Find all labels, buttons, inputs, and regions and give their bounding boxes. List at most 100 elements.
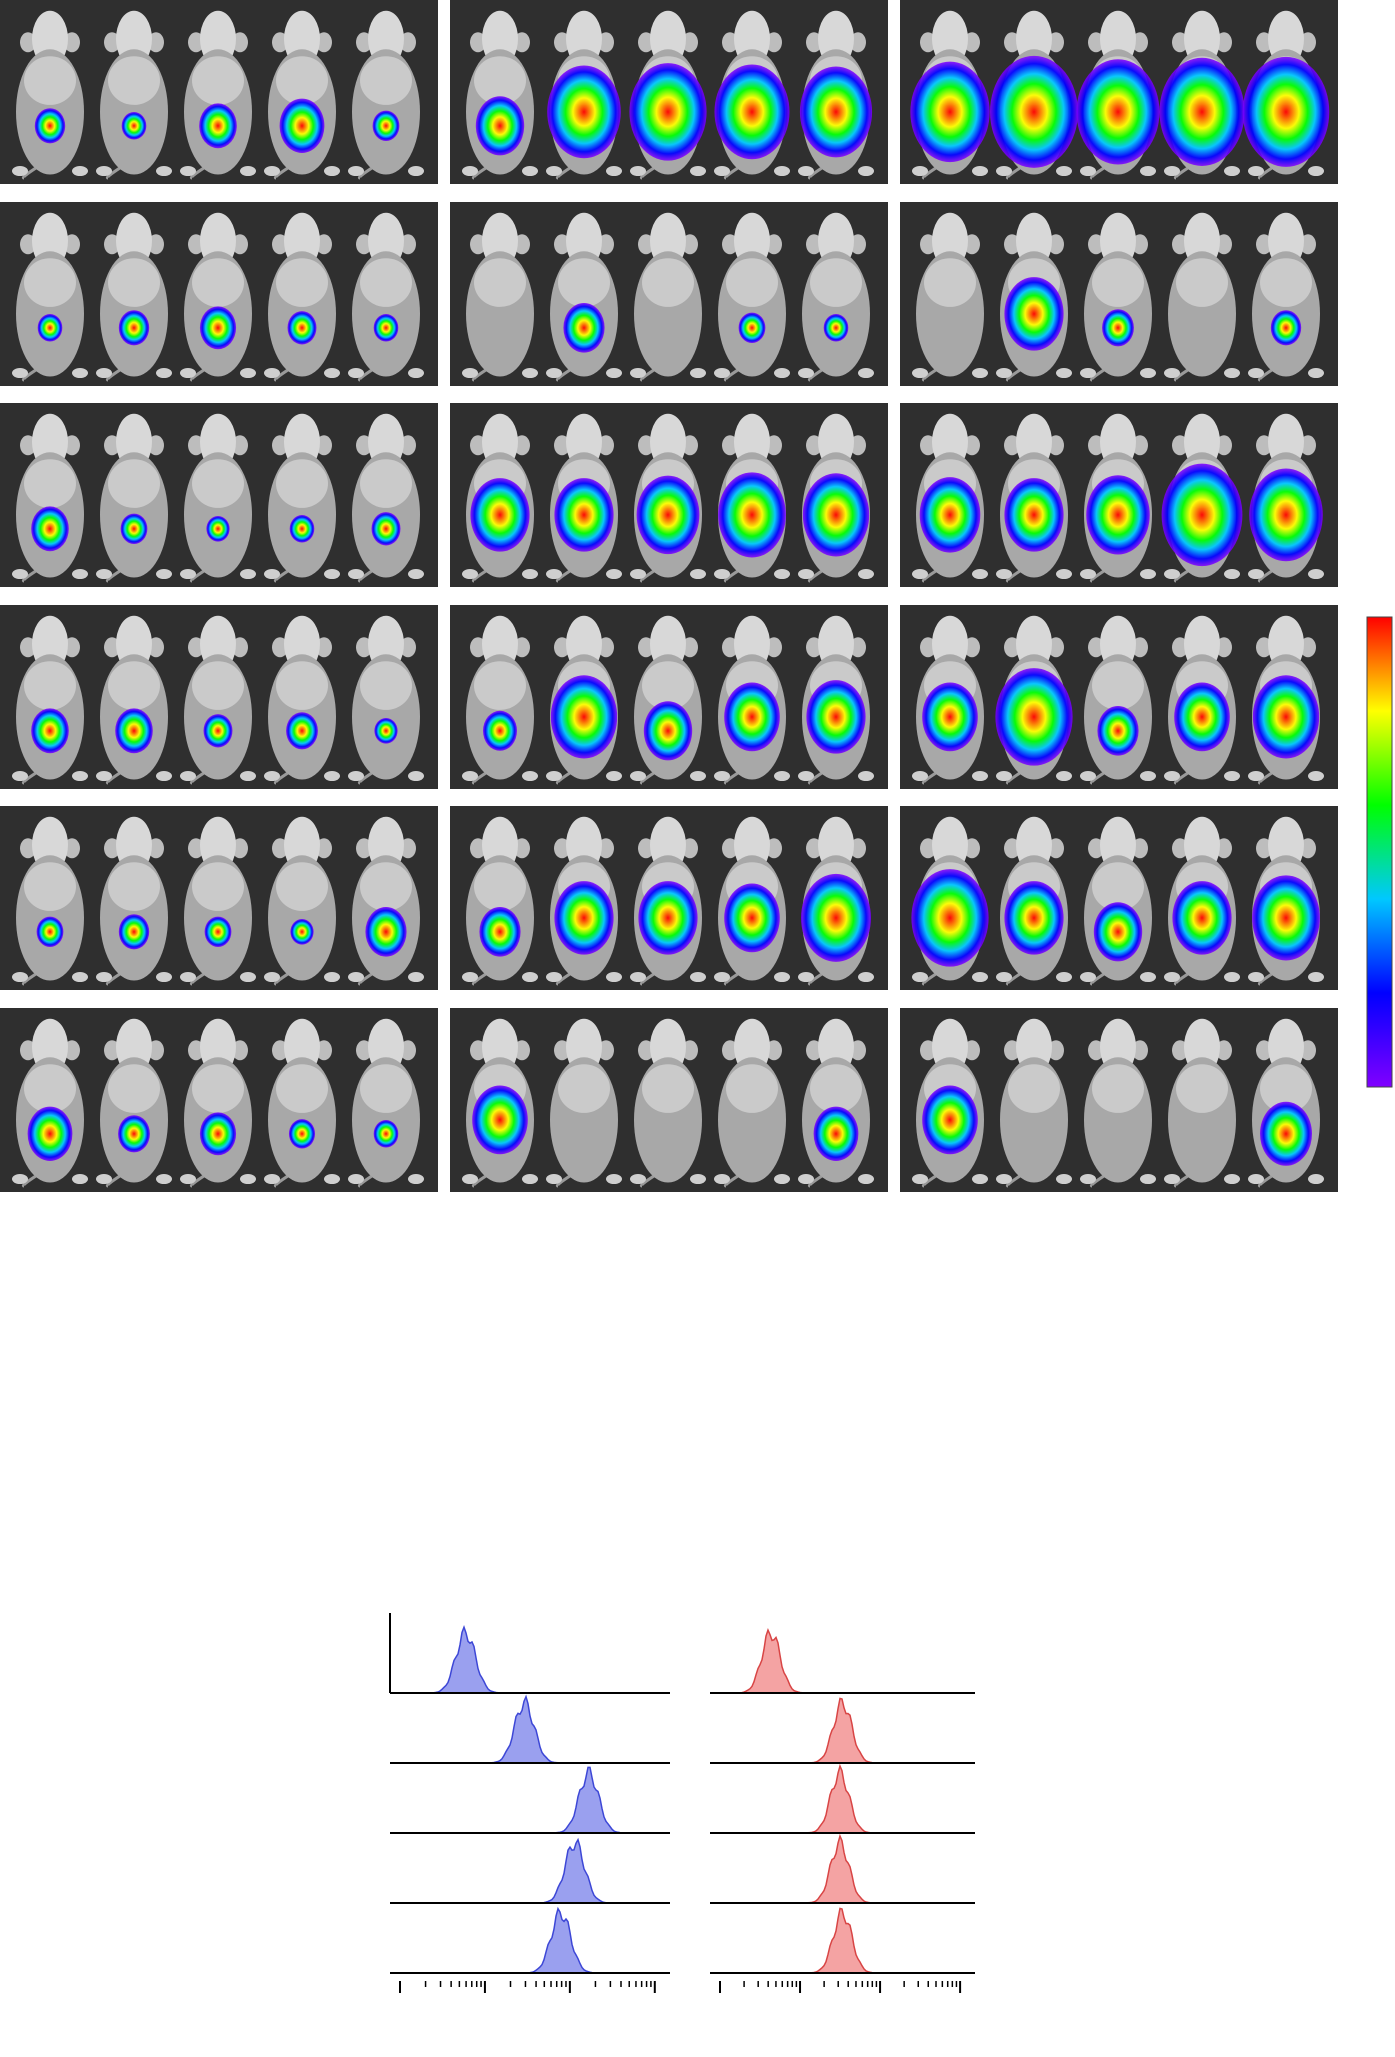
mouse-image (348, 816, 424, 986)
histogram-curve-red-4 (710, 1833, 975, 1904)
mouse-image (714, 212, 790, 382)
mouse-image (546, 1018, 622, 1188)
mouse-image (264, 212, 340, 382)
luminescence-signal (547, 65, 621, 159)
mouse-image (798, 413, 874, 583)
mouse-image (546, 10, 622, 180)
mouse-image (180, 816, 256, 986)
imaging-panel-row-2-col-3 (900, 202, 1338, 386)
mouse-image (996, 413, 1072, 583)
luminescence-signal (922, 1085, 978, 1155)
mouse-image (546, 816, 622, 986)
mouse-image (12, 212, 88, 382)
mouse-image (798, 212, 874, 382)
mouse-image (990, 10, 1078, 180)
mouse-image (630, 816, 706, 986)
luminescence-signal (1093, 902, 1143, 962)
bioluminescence-image-grid (0, 0, 1338, 1192)
mouse-image (348, 10, 424, 180)
mouse-image (714, 816, 790, 986)
mouse-image (462, 413, 538, 583)
imaging-panel-row-4-col-3 (900, 605, 1338, 789)
mouse-image (1164, 212, 1240, 382)
imaging-panel-row-5-col-2 (450, 806, 888, 990)
luminescence-signal (118, 914, 150, 950)
mouse-image (1076, 10, 1160, 180)
mouse-image (714, 615, 790, 785)
mouse-image (180, 1018, 256, 1188)
mouse-image (462, 615, 538, 785)
histogram-curve-blue-4 (390, 1837, 670, 1904)
mouse-image (995, 615, 1073, 785)
mouse-image (630, 615, 706, 785)
mouse-image (1159, 10, 1245, 180)
mouse-image (1080, 615, 1156, 785)
luminescence-signal (554, 478, 614, 552)
mouse-image (180, 413, 256, 583)
mouse-image (348, 615, 424, 785)
imaging-panel-row-3-col-3 (900, 403, 1338, 587)
luminescence-signal (290, 919, 314, 945)
mouse-image (714, 413, 790, 583)
luminescence-signal (922, 682, 978, 752)
mouse-image (1080, 413, 1156, 583)
mouse-image (12, 615, 88, 785)
mouse-image (798, 10, 874, 180)
luminescence-signal (470, 478, 530, 552)
mouse-image (96, 212, 172, 382)
luminescence-signal (373, 1120, 399, 1148)
mouse-image (629, 10, 707, 180)
mouse-image (798, 1018, 874, 1188)
luminescence-signal (31, 506, 69, 552)
luminescence-signal (479, 907, 521, 957)
luminescence-signal (1086, 475, 1150, 555)
luminescence-signal (643, 701, 693, 761)
mouse-image (1164, 615, 1240, 785)
luminescence-signal (287, 311, 317, 345)
mouse-image (546, 615, 622, 785)
mouse-image (630, 413, 706, 583)
mouse-image (180, 10, 256, 180)
mouse-image (1161, 413, 1243, 583)
luminescence-signal (1102, 309, 1134, 347)
luminescence-signal (204, 916, 232, 947)
luminescence-signal (115, 708, 153, 754)
imaging-panel-row-2-col-2 (450, 202, 888, 386)
luminescence-signal (118, 310, 150, 346)
imaging-panel-row-3-col-1 (0, 403, 438, 587)
luminescence-signal (799, 66, 873, 158)
luminescence-signal (1174, 682, 1230, 752)
histogram-curve-red-2 (710, 1697, 975, 1764)
imaging-panel-row-2-col-1 (0, 202, 438, 386)
histogram-x-axis-ticks (399, 1981, 656, 1993)
luminescence-signal (1270, 310, 1302, 346)
mouse-image (1248, 413, 1324, 583)
luminescence-signal (371, 512, 401, 546)
luminescence-signal (714, 64, 790, 160)
luminescence-signal (1097, 706, 1139, 756)
luminescence-signal (910, 61, 990, 163)
mouse-image (912, 413, 988, 583)
luminescence-signal (1159, 57, 1245, 166)
mouse-image (264, 615, 340, 785)
flow-histogram-panels (389, 1613, 975, 1993)
mouse-image (96, 816, 172, 986)
mouse-image (348, 212, 424, 382)
luminescence-signal (475, 96, 525, 156)
mouse-image (996, 816, 1072, 986)
imaging-panel-row-6-col-1 (0, 1008, 438, 1192)
luminescence-signal (1004, 277, 1064, 351)
mouse-image (798, 615, 874, 785)
luminescence-signal (37, 314, 63, 342)
luminescence-signal (801, 873, 871, 962)
mouse-image (1080, 1018, 1156, 1188)
luminescence-colorbar (1366, 616, 1393, 1088)
mouse-image (1242, 10, 1330, 180)
luminescence-signal (1004, 478, 1064, 552)
mouse-image (1248, 1018, 1324, 1188)
luminescence-signal (27, 1106, 73, 1162)
luminescence-signal (206, 516, 230, 542)
mouse-image (180, 212, 256, 382)
imaging-panel-row-1-col-3 (900, 0, 1338, 184)
luminescence-signal (1242, 56, 1330, 167)
